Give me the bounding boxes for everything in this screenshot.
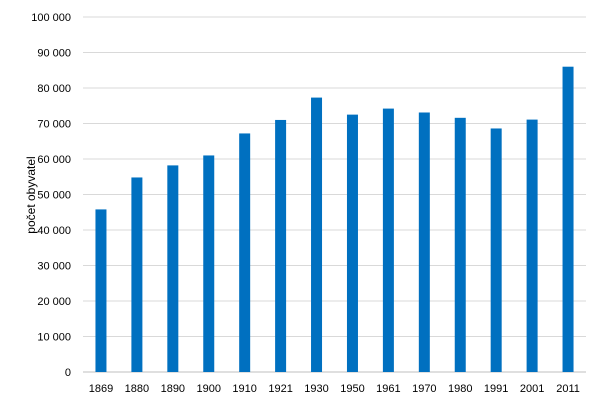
x-tick-label: 1950 [340, 383, 364, 395]
bar-1869 [95, 209, 107, 372]
bar-1910 [239, 133, 251, 372]
x-tick-label: 1961 [376, 383, 400, 395]
x-tick-label: 1880 [125, 383, 149, 395]
x-tick-label: 1890 [161, 383, 185, 395]
x-tick-label: 1980 [448, 383, 472, 395]
y-tick-label: 70 000 [37, 119, 71, 131]
x-tick-label: 1991 [484, 383, 508, 395]
y-tick-label: 20 000 [37, 296, 71, 308]
x-axis-ticks: 1869 1880 1890 1900 1910 1921 1930 1950 1961 1970… [89, 383, 580, 395]
x-tick-label: 2001 [520, 383, 544, 395]
bar-1900 [203, 155, 215, 372]
bar-1961 [382, 108, 394, 372]
y-tick-label: 0 [65, 367, 71, 379]
bar-1890 [167, 165, 179, 372]
bar-1970 [418, 112, 430, 373]
x-tick-label: 1869 [89, 383, 113, 395]
bar-2011 [562, 66, 574, 372]
y-tick-label: 10 000 [37, 332, 71, 344]
gridlines [83, 16, 586, 373]
y-tick-label: 50 000 [37, 190, 71, 202]
x-tick-label: 1910 [232, 383, 256, 395]
bar-1950 [346, 114, 358, 372]
y-axis-title: počet obyvatel [24, 156, 38, 233]
y-tick-label: 90 000 [37, 48, 71, 60]
x-tick-label: 1900 [197, 383, 221, 395]
x-tick-label: 1921 [268, 383, 292, 395]
bar-1930 [311, 97, 323, 373]
x-tick-label: 1970 [412, 383, 436, 395]
x-tick-label: 2011 [556, 383, 580, 395]
bar-1880 [131, 177, 143, 372]
bars [95, 66, 574, 373]
y-tick-label: 80 000 [37, 83, 71, 95]
y-tick-label: 60 000 [37, 154, 71, 166]
bar-1991 [490, 128, 502, 372]
y-axis-ticks: 0 10 000 20 000 30 000 40 000 50 000 60 000 70 … [31, 12, 71, 379]
bar-2001 [526, 119, 538, 372]
x-tick-label: 1930 [304, 383, 328, 395]
bar-1921 [275, 119, 287, 372]
y-tick-label: 40 000 [37, 225, 71, 237]
y-tick-label: 100 000 [31, 12, 71, 24]
y-tick-label: 30 000 [37, 261, 71, 273]
bar-1980 [454, 117, 466, 372]
